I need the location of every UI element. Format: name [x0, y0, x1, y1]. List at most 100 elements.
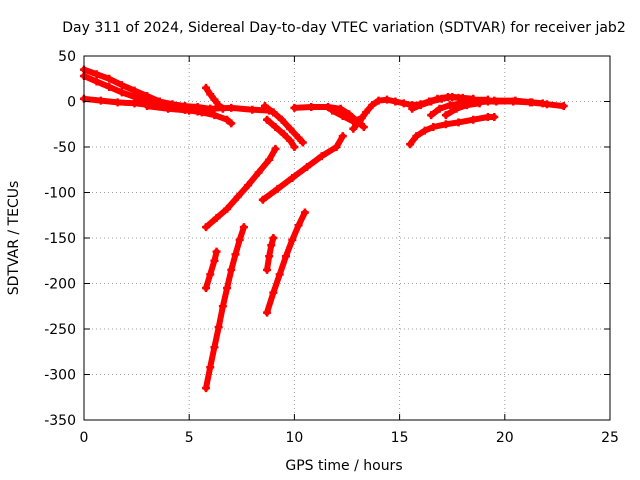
- axis-ticks: 0 5 10 15 20 25 50 0 -50 -100 -150 -200 -250 -300 -350: [44, 49, 619, 446]
- series-track: [202, 223, 248, 393]
- data-point: [303, 163, 312, 172]
- data-point: [263, 308, 272, 317]
- data-point: [223, 204, 232, 213]
- series-track: [202, 144, 280, 232]
- data-point: [239, 223, 248, 232]
- data-point: [355, 117, 364, 126]
- data-point: [164, 104, 173, 113]
- data-point: [279, 130, 288, 139]
- data-point: [231, 250, 240, 259]
- data-point: [290, 143, 299, 151]
- x-tick-label: 15: [391, 430, 409, 446]
- data-point: [202, 284, 211, 293]
- data-point: [105, 74, 114, 83]
- data-point: [212, 213, 221, 222]
- data-point: [374, 96, 383, 105]
- data-point: [223, 115, 232, 124]
- data-point: [263, 265, 272, 274]
- data-point: [277, 115, 286, 124]
- y-tick-label: 0: [67, 95, 76, 111]
- data-point: [202, 223, 211, 232]
- data-point: [511, 96, 520, 105]
- y-tick-label: -100: [44, 186, 76, 202]
- data-point: [281, 252, 290, 261]
- series-line: [203, 145, 279, 231]
- data-point: [286, 124, 295, 133]
- series-track: [408, 92, 478, 113]
- series-track: [406, 112, 499, 149]
- y-axis-label: SDTVAR / TECUs: [6, 181, 22, 296]
- series-track: [263, 208, 309, 317]
- series-track: [263, 234, 278, 274]
- data-series: [80, 65, 568, 393]
- y-tick-label: -150: [44, 231, 76, 247]
- data-point: [273, 184, 282, 193]
- data-point: [248, 105, 257, 114]
- data-point: [269, 288, 278, 297]
- data-point: [206, 363, 215, 372]
- series-track: [258, 132, 347, 204]
- data-point: [227, 265, 236, 274]
- data-point: [490, 112, 499, 121]
- data-point: [368, 101, 377, 110]
- data-point: [275, 270, 284, 279]
- series-track: [202, 247, 221, 293]
- data-point: [202, 83, 211, 92]
- data-point: [212, 247, 221, 256]
- data-point: [269, 234, 278, 242]
- series-track: [263, 115, 299, 151]
- data-point: [538, 99, 547, 108]
- data-point: [359, 122, 368, 131]
- series-track: [469, 96, 547, 108]
- x-tick-label: 20: [496, 430, 514, 446]
- data-point: [210, 111, 219, 120]
- data-point: [435, 104, 444, 113]
- data-point: [218, 104, 227, 113]
- data-point: [210, 95, 219, 104]
- data-point: [218, 302, 227, 311]
- data-point: [260, 102, 269, 111]
- data-point: [244, 181, 253, 190]
- data-point: [452, 104, 461, 113]
- x-tick-label: 10: [285, 430, 303, 446]
- data-point: [235, 235, 244, 244]
- data-point: [391, 97, 400, 106]
- data-point: [214, 323, 223, 332]
- data-point: [427, 111, 436, 120]
- data-point: [206, 104, 215, 113]
- data-point: [227, 119, 236, 128]
- grid-lines: [84, 56, 610, 420]
- data-point: [223, 284, 232, 293]
- data-point: [361, 108, 370, 117]
- data-point: [294, 221, 303, 230]
- series-line: [203, 224, 247, 392]
- data-point: [408, 104, 417, 113]
- data-point: [469, 96, 478, 105]
- data-point: [210, 256, 219, 265]
- data-point: [202, 384, 211, 393]
- data-point: [271, 122, 280, 131]
- data-point: [336, 104, 345, 113]
- data-point: [92, 77, 101, 86]
- data-point: [349, 124, 358, 133]
- data-point: [298, 138, 307, 147]
- data-point: [454, 118, 463, 127]
- data-point: [412, 132, 421, 141]
- data-point: [271, 144, 280, 153]
- data-point: [441, 111, 450, 120]
- chart-title: Day 311 of 2024, Sidereal Day-to-day VTE…: [62, 20, 625, 36]
- data-point: [427, 97, 436, 106]
- data-point: [254, 168, 263, 177]
- data-point: [206, 270, 215, 279]
- series-track: [260, 102, 307, 147]
- series-track: [202, 83, 227, 113]
- data-point: [117, 81, 126, 90]
- y-tick-label: -200: [44, 277, 76, 293]
- y-tick-label: -300: [44, 368, 76, 384]
- data-point: [258, 195, 267, 204]
- data-point: [294, 133, 303, 142]
- data-point: [210, 343, 219, 352]
- x-tick-label: 5: [185, 430, 194, 446]
- data-point: [448, 92, 457, 101]
- data-point: [416, 101, 425, 110]
